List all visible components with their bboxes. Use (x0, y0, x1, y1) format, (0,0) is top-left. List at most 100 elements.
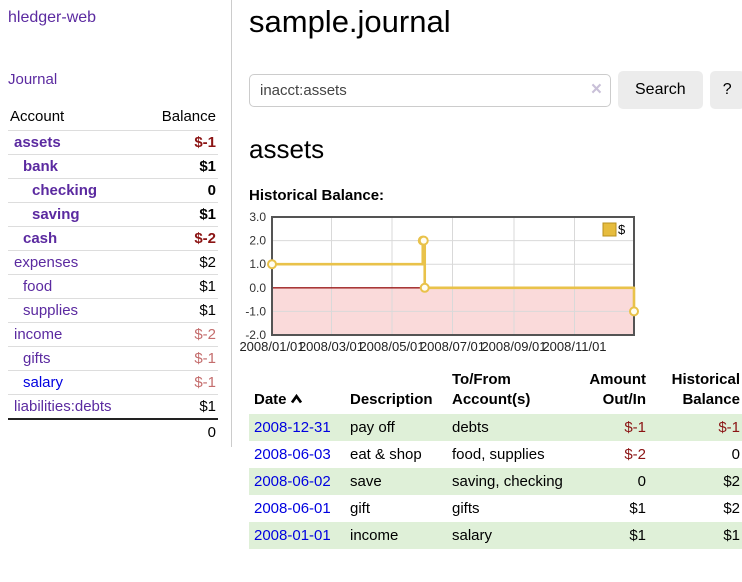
register-row[interactable]: 2008-06-01 gift gifts $1 $2 (249, 495, 742, 522)
date-link[interactable]: 2008-06-01 (254, 500, 331, 517)
account-row: saving $1 (8, 202, 218, 226)
register-description-cell: income (350, 527, 399, 544)
register-accounts-cell: salary (452, 527, 493, 544)
date-link[interactable]: 2008-12-31 (254, 419, 331, 436)
page-title: sample.journal (249, 4, 451, 39)
date-link[interactable]: 2008-06-02 (254, 473, 331, 490)
register-description-cell: eat & shop (350, 446, 422, 463)
svg-text:2008/05/01: 2008/05/01 (359, 339, 424, 354)
account-row: expenses $2 (8, 250, 218, 274)
sort-ascending-icon (290, 390, 303, 410)
register-balance-cell: 0 (731, 446, 740, 463)
date-link[interactable]: 2008-01-01 (254, 527, 331, 544)
account-link-assets[interactable]: assets (14, 134, 61, 151)
hledger-web-app: hledger-web Journal Account Balance asse… (0, 0, 742, 549)
account-link-cash[interactable]: cash (23, 230, 58, 247)
account-link-checking[interactable]: checking (32, 182, 98, 199)
account-row: assets $-1 (8, 130, 218, 154)
svg-text:2008/01/01: 2008/01/01 (239, 339, 304, 354)
account-row: food $1 (8, 274, 218, 298)
register-date-cell: 2008-06-03 (249, 441, 345, 468)
accounts-col-balance: Balance (161, 108, 216, 125)
search-button[interactable]: Search (618, 71, 703, 109)
register-accounts-cell: saving, checking (452, 473, 563, 490)
svg-text:2008/03/01: 2008/03/01 (299, 339, 364, 354)
sidebar: hledger-web Journal Account Balance asse… (0, 0, 232, 447)
svg-text:-1.0: -1.0 (245, 304, 266, 318)
register-amount-cell: $1 (629, 500, 646, 517)
account-balance: $-1 (194, 374, 216, 391)
account-balance: $1 (199, 158, 216, 175)
date-link[interactable]: 2008-06-03 (254, 446, 331, 463)
account-row: gifts $-1 (8, 346, 218, 370)
data-point-marker[interactable] (418, 235, 429, 246)
register-date-cell: 2008-01-01 (249, 522, 345, 549)
col-header-description: Description (350, 391, 433, 408)
data-point-marker[interactable] (419, 282, 430, 293)
account-balance: $-2 (194, 230, 216, 247)
account-link-income[interactable]: income (14, 326, 63, 343)
search-input[interactable] (249, 73, 611, 107)
account-link-liabilities-debts[interactable]: liabilities:debts (14, 398, 112, 415)
account-balance: $1 (199, 398, 216, 415)
account-row: supplies $1 (8, 298, 218, 322)
col-header-amount: Amount Out/In (589, 371, 646, 408)
register-table: Date Description To/From Account(s) Amou… (249, 368, 742, 549)
account-link-salary[interactable]: salary (23, 374, 64, 391)
register-header-row: Date Description To/From Account(s) Amou… (249, 368, 742, 414)
register-row[interactable]: 2008-06-03 eat & shop food, supplies $-2 0 (249, 441, 742, 468)
help-button[interactable]: ? (709, 71, 742, 109)
account-link-gifts[interactable]: gifts (23, 350, 51, 367)
register-accounts-cell: debts (452, 419, 489, 436)
account-link-expenses[interactable]: expenses (14, 254, 79, 271)
svg-text:1.0: 1.0 (249, 257, 266, 271)
account-link-food[interactable]: food (23, 278, 53, 295)
app-title-link[interactable]: hledger-web (8, 9, 97, 26)
main-content: sample.journal × Search ? assets Histori… (232, 0, 742, 549)
account-balance: 0 (207, 182, 216, 199)
historical-balance-chart: 3.0 2.0 1.0 0.0 -1.0 -2.0 2008/01/01 2008/03/01… (238, 210, 742, 360)
account-link-saving[interactable]: saving (32, 206, 80, 223)
chart-canvas: 3.0 2.0 1.0 0.0 -1.0 -2.02008/01/012008/03/01… (239, 210, 639, 354)
col-header-date[interactable]: Date (249, 368, 345, 414)
account-balance: $-2 (194, 326, 216, 343)
account-balance: $-1 (194, 134, 216, 151)
app-title: hledger-web (8, 9, 225, 27)
account-row: cash $-2 (8, 226, 218, 250)
sidebar-item-journal[interactable]: Journal (8, 71, 58, 88)
account-heading: assets (249, 134, 325, 164)
register-date-cell: 2008-06-02 (249, 468, 345, 495)
svg-text:-2.0: -2.0 (245, 328, 266, 342)
svg-text:2.0: 2.0 (249, 234, 266, 248)
register-accounts-cell: food, supplies (452, 446, 545, 463)
account-balance: $2 (199, 254, 216, 271)
register-row[interactable]: 2008-12-31 pay off debts $-1 $-1 (249, 414, 742, 441)
legend-swatch (602, 222, 617, 237)
data-point-marker[interactable] (267, 259, 277, 270)
register-description-cell: gift (350, 500, 371, 517)
account-link-supplies[interactable]: supplies (23, 302, 79, 319)
register-balance-cell: $2 (723, 500, 740, 517)
svg-text:0.0: 0.0 (249, 281, 266, 295)
register-date-cell: 2008-12-31 (249, 414, 345, 441)
chart-title: Historical Balance: (249, 187, 385, 204)
register-row[interactable]: 2008-06-02 save saving, checking 0 $2 (249, 468, 742, 495)
account-link-bank[interactable]: bank (23, 158, 59, 175)
register-balance-cell: $1 (723, 527, 740, 544)
svg-text:2008/07/01: 2008/07/01 (420, 339, 485, 354)
col-header-balance: Historical Balance (671, 371, 740, 408)
register-date-cell: 2008-06-01 (249, 495, 345, 522)
search-box: × (249, 73, 611, 107)
legend-label: $ (618, 222, 626, 237)
clear-search-icon[interactable]: × (590, 79, 602, 101)
accounts-table-header: Account Balance (8, 104, 218, 130)
account-row: income $-2 (8, 322, 218, 346)
data-point-marker[interactable] (629, 306, 639, 317)
account-row: salary $-1 (8, 370, 218, 394)
accounts-total-row: 0 (8, 418, 218, 445)
account-balance: $-1 (194, 350, 216, 367)
svg-text:2008/11/01: 2008/11/01 (542, 339, 606, 354)
accounts-col-account: Account (10, 108, 65, 125)
register-amount-cell: 0 (637, 473, 646, 490)
register-row[interactable]: 2008-01-01 income salary $1 $1 (249, 522, 742, 549)
